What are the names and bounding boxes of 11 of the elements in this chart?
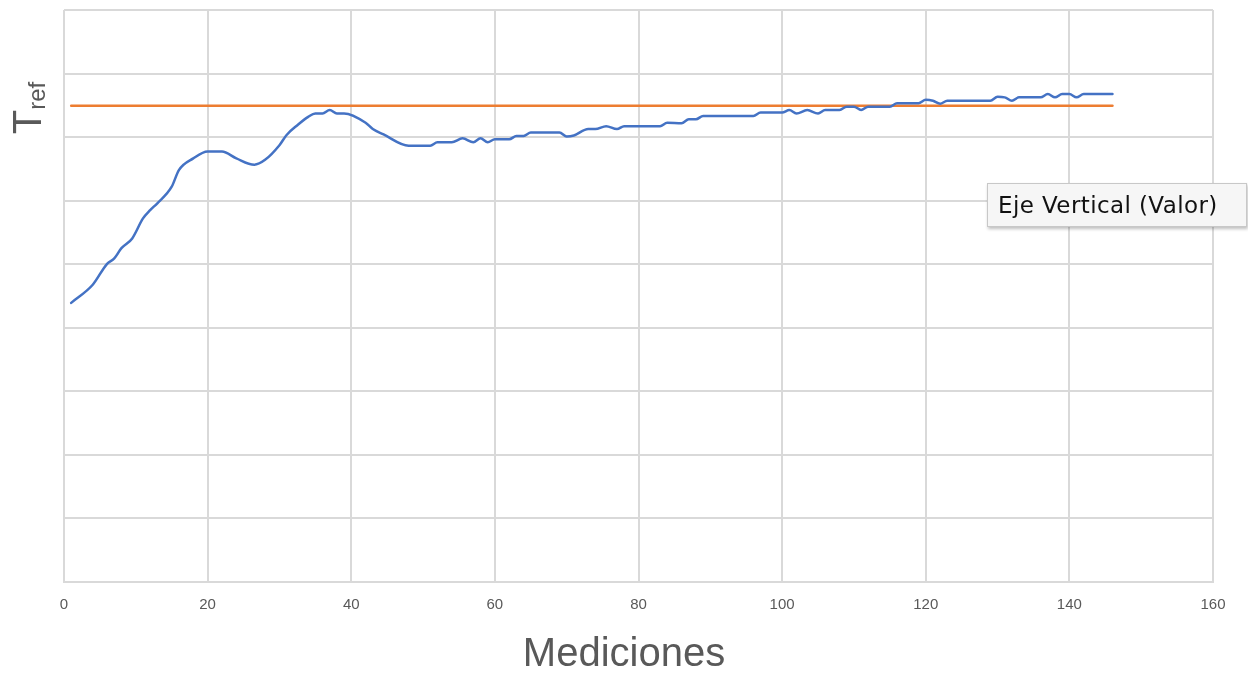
x-tick-label: 120 xyxy=(913,595,939,613)
x-tick-label: 40 xyxy=(342,595,360,613)
x-tick-label: 140 xyxy=(1056,595,1082,613)
x-tick-label: 20 xyxy=(199,595,216,613)
x-tick-label: 160 xyxy=(1200,595,1226,613)
x-tick-label: 0 xyxy=(59,595,69,613)
annotation: Eje Vertical (Valor) xyxy=(987,183,1247,227)
x-axis-title: Mediciones xyxy=(521,630,727,674)
x-tick-label: 100 xyxy=(769,595,795,613)
x-tick-label: 80 xyxy=(630,595,647,613)
x-tick-label: 60 xyxy=(486,595,504,613)
